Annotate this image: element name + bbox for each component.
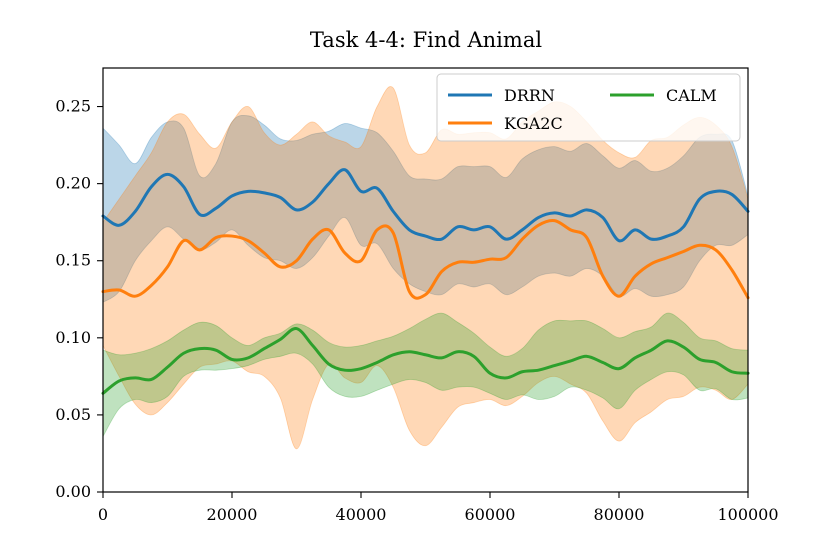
legend-label-kga2c: KGA2C (504, 114, 563, 133)
y-tick-label: 0.15 (55, 251, 91, 270)
x-tick-label: 0 (98, 505, 108, 524)
x-tick-label: 80000 (594, 505, 645, 524)
legend-label-drrn: DRRN (504, 86, 555, 105)
legend: DRRN KGA2C CALM (436, 73, 741, 142)
y-tick-label: 0.05 (55, 405, 91, 424)
legend-label-calm: CALM (666, 86, 717, 105)
x-tick-label: 20000 (207, 505, 258, 524)
y-tick-label: 0.10 (55, 328, 91, 347)
x-axis: 0 20000 40000 60000 80000 100000 (98, 492, 779, 524)
x-tick-label: 100000 (717, 505, 778, 524)
y-tick-label: 0.25 (55, 97, 91, 116)
chart-title: Task 4-4: Find Animal (310, 28, 542, 52)
axes-frame (102, 67, 749, 493)
series-lines (101, 168, 750, 395)
confidence-bands (102, 86, 749, 450)
x-tick-label: 40000 (336, 505, 387, 524)
line-kga2c (101, 218, 750, 300)
y-tick-label: 0.20 (55, 174, 91, 193)
legend-box (436, 73, 741, 142)
x-tick-label: 60000 (465, 505, 516, 524)
line-calm (101, 327, 750, 395)
y-axis: 0.00 0.05 0.10 0.15 0.20 0.25 (55, 97, 103, 501)
y-tick-label: 0.00 (55, 482, 91, 501)
line-drrn (101, 168, 750, 243)
